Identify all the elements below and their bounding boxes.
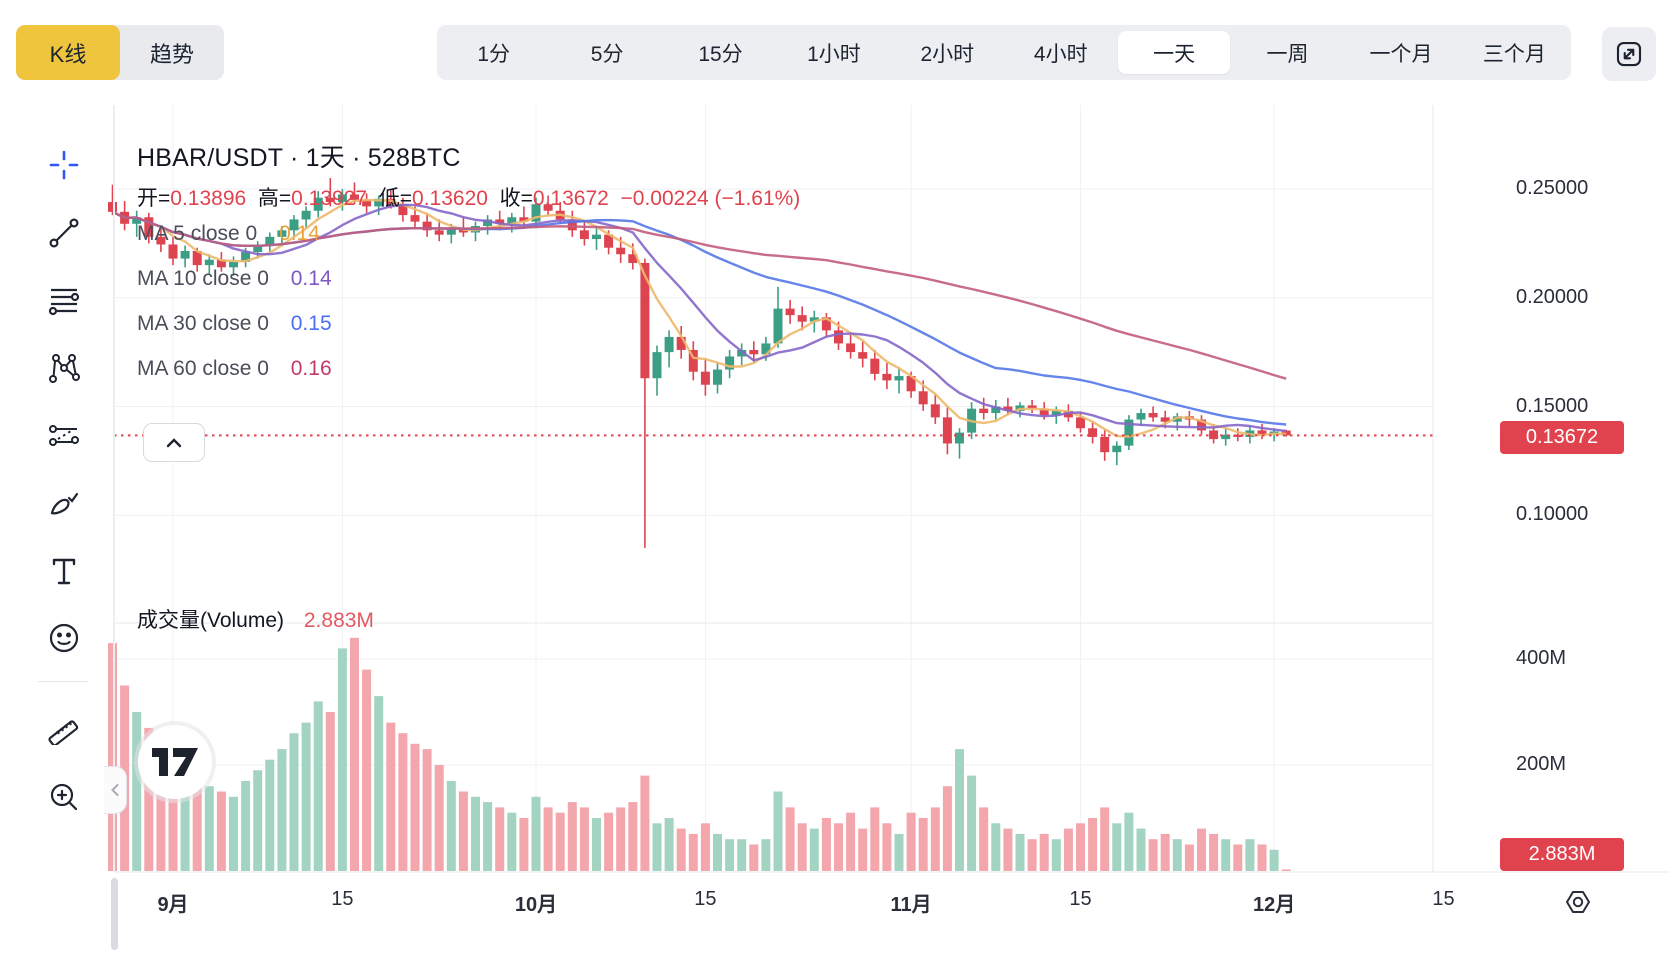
ma10-legend: MA 10 close 0 0.14: [137, 267, 332, 291]
price-axis-tick: 0.15000: [1516, 394, 1589, 417]
volume-axis-tick: 400M: [1516, 647, 1567, 669]
change-value: −0.00224 (−1.61%): [620, 187, 801, 210]
open-value: 0.13896: [170, 187, 247, 210]
tool-zoom-in[interactable]: [45, 778, 83, 816]
current-volume-badge: 2.883M: [1500, 838, 1624, 871]
tradingview-logo-icon: [152, 748, 198, 776]
tool-brush[interactable]: [45, 485, 83, 523]
tool-emoji[interactable]: [45, 619, 83, 657]
timeframe-15m[interactable]: 15分: [698, 42, 743, 66]
time-axis-tick: 10月: [514, 894, 558, 916]
axis-scroll-handle[interactable]: [111, 878, 118, 950]
tool-xabcd-pattern[interactable]: [45, 349, 83, 387]
timeframe-5m[interactable]: 5分: [590, 42, 624, 66]
tool-trend-line[interactable]: [45, 214, 83, 252]
close-value: 0.13672: [532, 187, 609, 210]
time-axis-settings-button[interactable]: [1560, 884, 1596, 925]
volume-value: 2.883M: [303, 609, 374, 632]
price-axis-tick: 0.20000: [1516, 285, 1589, 308]
ma30-label: MA 30 close 0: [137, 312, 269, 335]
timeframe-1m[interactable]: 1分: [477, 42, 511, 66]
volume-axis-tick: 200M: [1516, 753, 1567, 775]
ruler-icon: [48, 720, 79, 745]
time-axis-tick: 15: [694, 888, 717, 910]
timeframe-1h[interactable]: 1小时: [807, 42, 861, 66]
time-axis-tick: 15: [331, 888, 354, 910]
tradingview-logo[interactable]: [138, 725, 212, 799]
low-value: 0.13620: [412, 187, 488, 210]
tab-trend[interactable]: 趋势: [149, 41, 194, 67]
volume-legend: 成交量(Volume) 2.883M: [137, 604, 374, 634]
ma30-value: 0.15: [290, 312, 332, 335]
chart-type-switch: K线 趋势: [16, 25, 224, 80]
close-label: 收=: [499, 187, 533, 210]
tab-kline[interactable]: K线: [16, 25, 120, 80]
time-axis-tick: 11月: [890, 894, 932, 916]
ma5-value: 0.14: [279, 222, 320, 245]
price-axis-tick: 0.25000: [1516, 177, 1589, 199]
xabcd-pattern-icon: [49, 354, 80, 383]
gear-icon: [1566, 891, 1590, 913]
timeframe-bar: 1分 5分 15分 1小时 2小时 4小时 一天 一周 一个月 三个月: [437, 25, 1571, 80]
timeframe-1d[interactable]: 一天: [1118, 31, 1230, 74]
ma60-label: MA 60 close 0: [137, 357, 269, 380]
crosshair-icon: [49, 150, 79, 180]
timeframe-3mo[interactable]: 三个月: [1482, 42, 1546, 66]
ma60-legend: MA 60 close 0 0.16: [137, 357, 332, 381]
timeframe-2h[interactable]: 2小时: [920, 42, 975, 66]
tool-ruler[interactable]: [45, 707, 83, 745]
chevron-left-icon: [111, 784, 119, 796]
ma60-value: 0.16: [290, 357, 332, 380]
tool-horizontal-lines[interactable]: [45, 282, 83, 320]
high-label: 高=: [257, 187, 292, 210]
brush-icon: [50, 492, 79, 515]
sidebar-divider: [38, 681, 88, 682]
time-axis-tick: 15: [1432, 888, 1455, 910]
low-label: 低=: [378, 187, 413, 210]
ma30-legend: MA 30 close 0 0.15: [137, 312, 332, 336]
timeframe-1w[interactable]: 一周: [1266, 42, 1309, 66]
ma5-legend: MA 5 close 0 0.14: [137, 222, 320, 246]
timeframe-1mo[interactable]: 一个月: [1369, 42, 1433, 66]
tool-text[interactable]: [45, 552, 83, 590]
collapse-legend-button[interactable]: [143, 423, 205, 462]
current-price-badge: 0.13672: [1500, 421, 1624, 454]
ma5-label: MA 5 close 0: [137, 222, 258, 245]
pane-collapse-tab[interactable]: [104, 766, 127, 814]
fullscreen-button[interactable]: [1602, 27, 1656, 81]
tool-forecast-lines[interactable]: [45, 417, 83, 455]
ohlc-readout: 开=0.13896 高=0.13927 低=0.13620 收=0.13672 …: [137, 182, 800, 212]
forecast-lines-icon: [49, 425, 79, 446]
timeframe-4h[interactable]: 4小时: [1033, 42, 1088, 66]
expand-icon: [1616, 41, 1642, 67]
tool-crosshair[interactable]: [45, 146, 83, 184]
time-axis-tick: 12月: [1252, 894, 1296, 916]
high-value: 0.13927: [291, 187, 368, 210]
zoom-in-icon: [50, 783, 78, 811]
text-icon: [52, 558, 76, 585]
chart-title: HBAR/USDT · 1天 · 528BTC: [137, 144, 461, 172]
price-axis-tick: 0.10000: [1516, 503, 1589, 526]
time-axis-tick: 9月: [157, 894, 189, 916]
time-axis-tick: 15: [1069, 888, 1092, 910]
horizontal-lines-icon: [48, 288, 80, 316]
ma10-value: 0.14: [290, 267, 332, 290]
trend-line-icon: [49, 218, 79, 248]
chevron-up-icon: [166, 437, 182, 447]
ma10-label: MA 10 close 0: [137, 267, 269, 290]
open-label: 开=: [137, 187, 171, 210]
volume-label: 成交量(Volume): [137, 609, 285, 632]
emoji-icon: [49, 623, 79, 653]
